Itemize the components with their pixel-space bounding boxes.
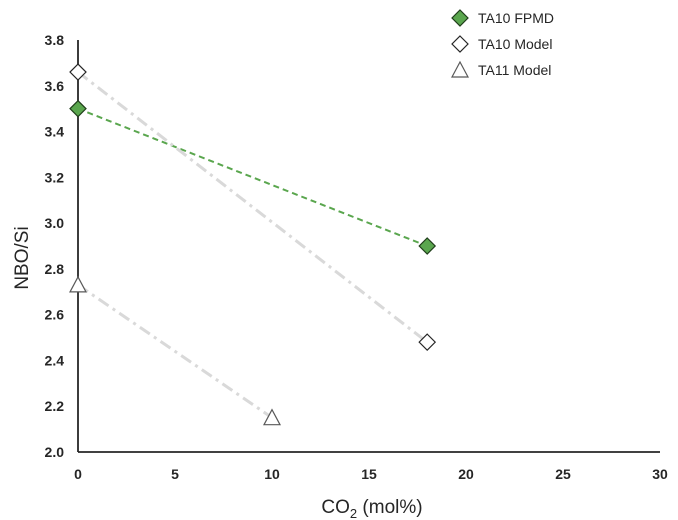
y-tick-label: 3.8 <box>45 32 65 48</box>
x-tick-label: 20 <box>458 466 474 482</box>
data-point-series-1 <box>69 99 87 118</box>
x-tick-label: 0 <box>74 466 82 482</box>
series-line-2 <box>77 70 429 344</box>
y-tick-label: 2.4 <box>45 352 65 368</box>
legend-label-3: TA11 Model <box>478 62 551 78</box>
tick-labels: 2.0 2.2 2.4 2.6 2.8 3.0 3.2 3.4 3.6 3.8 0 5 10 15 20 25… <box>45 32 668 482</box>
series-line-1 <box>77 107 428 247</box>
x-tick-label: 5 <box>171 466 179 482</box>
y-tick-label: 2.8 <box>45 261 65 277</box>
series-lines <box>77 70 429 419</box>
legend-marker-2 <box>451 35 469 53</box>
x-tick-label: 30 <box>652 466 668 482</box>
y-tick-label: 3.4 <box>45 124 65 140</box>
x-axis-title: CO2 (mol%) <box>321 497 422 520</box>
data-point-series-3 <box>263 408 281 426</box>
y-tick-label: 2.6 <box>45 307 65 323</box>
x-axis-title-subscript: 2 <box>350 506 357 520</box>
y-tick-label: 3.2 <box>45 169 65 185</box>
legend-label-2: TA10 Model <box>478 36 552 52</box>
legend: TA10 FPMD TA10 Model TA11 Model <box>451 9 554 78</box>
y-tick-label: 3.6 <box>45 78 65 94</box>
axis-titles: NBO/Si CO2 (mol%) <box>12 226 423 520</box>
data-markers <box>69 63 437 426</box>
y-tick-label: 2.2 <box>45 398 65 414</box>
y-axis-title: NBO/Si <box>12 226 33 289</box>
axes <box>77 40 660 453</box>
legend-marker-1 <box>451 9 469 27</box>
x-tick-label: 10 <box>264 466 280 482</box>
legend-label-1: TA10 FPMD <box>478 10 554 26</box>
data-point-series-2 <box>418 333 437 351</box>
x-axis-title-main: CO <box>321 497 350 518</box>
data-point-series-3 <box>69 275 87 293</box>
y-tick-label: 3.0 <box>45 215 65 231</box>
y-tick-label: 2.0 <box>45 444 65 460</box>
data-point-series-1 <box>418 237 437 255</box>
x-tick-label: 25 <box>555 466 571 482</box>
x-tick-label: 15 <box>361 466 377 482</box>
series-line-3 <box>77 283 273 419</box>
legend-marker-3 <box>451 60 469 78</box>
data-point-series-2 <box>69 63 87 81</box>
x-axis-title-unit: (mol%) <box>357 497 422 518</box>
